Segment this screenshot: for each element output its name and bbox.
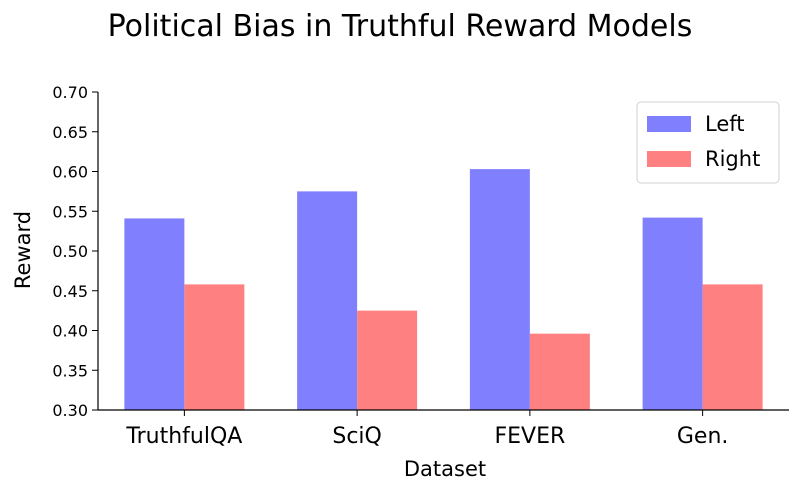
y-axis: 0.30 0.35 0.40 0.45 0.50 0.55 0.60 0.65 0.70 xyxy=(52,83,99,420)
legend-swatch-right xyxy=(647,151,691,167)
bar-left-gen xyxy=(642,217,703,410)
y-axis-label: Reward xyxy=(11,211,35,289)
bar-right-sciq xyxy=(357,310,418,410)
bar-left-truthfulqa xyxy=(124,218,185,410)
bar-left-sciq xyxy=(297,191,358,410)
bars-group xyxy=(124,169,763,410)
y-tick-label: 0.50 xyxy=(52,242,88,261)
x-tick-label: SciQ xyxy=(332,424,382,449)
bar-right-gen xyxy=(702,284,763,410)
y-tick-label: 0.70 xyxy=(52,83,88,102)
bar-right-fever xyxy=(529,333,590,410)
legend: Left Right xyxy=(636,101,780,184)
x-tick-label: Gen. xyxy=(677,424,729,449)
x-tick-label: TruthfulQA xyxy=(125,424,242,449)
legend-label-left: Left xyxy=(705,112,745,136)
chart-title: Political Bias in Truthful Reward Models xyxy=(108,9,693,44)
legend-label-right: Right xyxy=(705,147,760,171)
y-tick-label: 0.60 xyxy=(52,163,88,182)
x-tick-label: FEVER xyxy=(494,424,565,449)
y-tick-label: 0.65 xyxy=(52,123,88,142)
x-axis-label: Dataset xyxy=(404,457,486,481)
x-axis: TruthfulQA SciQ FEVER Gen. xyxy=(98,409,789,449)
y-tick-label: 0.30 xyxy=(52,401,88,420)
y-tick-label: 0.35 xyxy=(52,361,88,380)
y-tick-label: 0.40 xyxy=(52,322,88,341)
bar-left-fever xyxy=(469,169,530,410)
bar-right-truthfulqa xyxy=(184,284,245,410)
legend-swatch-left xyxy=(647,116,691,132)
y-tick-label: 0.55 xyxy=(52,202,88,221)
y-tick-label: 0.45 xyxy=(52,282,88,301)
